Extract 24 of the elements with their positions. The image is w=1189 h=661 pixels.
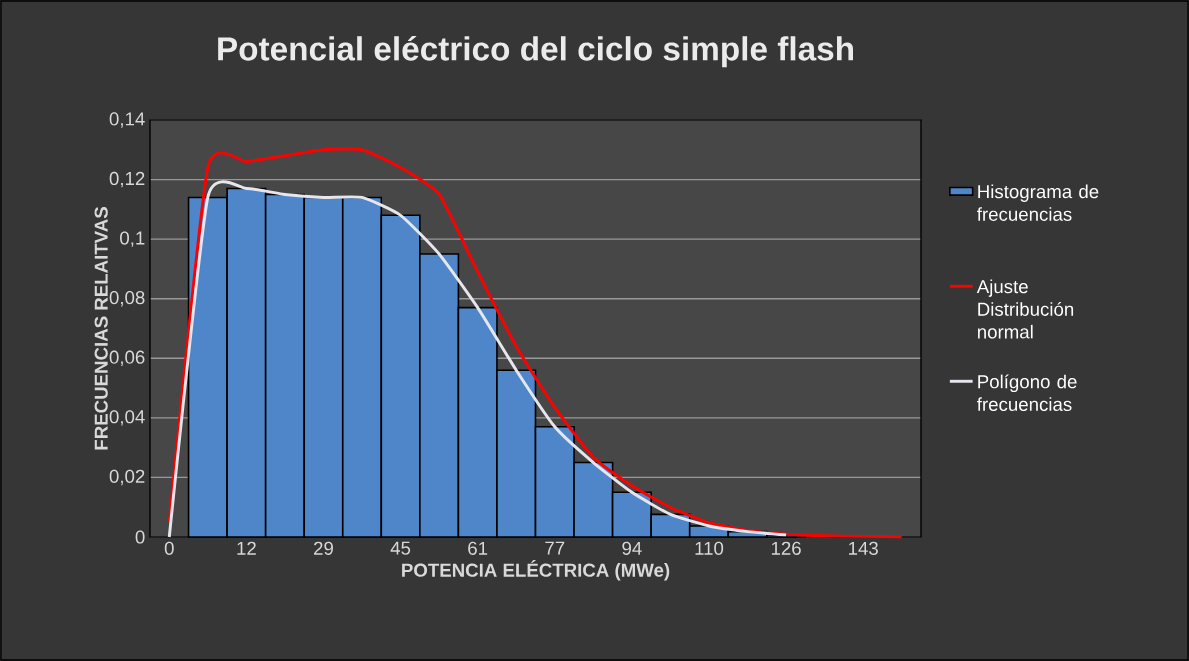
legend-label: Histograma de frecuencias [977, 184, 1099, 221]
y-tick-label: 0,1 [120, 231, 145, 247]
chart-title: Potencial eléctrico del ciclo simple flash [218, 35, 853, 68]
y-tick-label: 0 [135, 530, 145, 544]
legend-label: Polígono de frecuencias [977, 374, 1077, 412]
y-tick-label: 0,04 [109, 410, 145, 426]
legend-label: Ajuste Distribución normal [976, 279, 1074, 339]
y-tick-label: 0,02 [109, 469, 145, 486]
x-tick-label: 12 [237, 541, 256, 555]
x-tick-label: 45 [390, 541, 411, 555]
y-tick-label: 0,14 [109, 112, 145, 128]
x-tick-label: 110 [695, 541, 724, 555]
x-axis-title: POTENCIA ELÉCTRICA (MWe) [402, 560, 670, 581]
x-tick-label: 61 [468, 541, 488, 555]
x-tick-label: 77 [545, 541, 565, 555]
y-axis-title: FRECUENCIAS RELAITVAS [94, 207, 108, 450]
x-tick-label: 143 [849, 541, 878, 555]
x-tick-label: 0 [164, 541, 174, 555]
y-tick-label: 0,06 [109, 350, 145, 366]
x-tick-label: 94 [622, 541, 642, 555]
y-tick-label: 0,12 [109, 171, 145, 188]
y-tick-label: 0,08 [109, 290, 145, 307]
x-tick-label: 29 [314, 541, 333, 555]
x-tick-label: 126 [771, 541, 801, 555]
